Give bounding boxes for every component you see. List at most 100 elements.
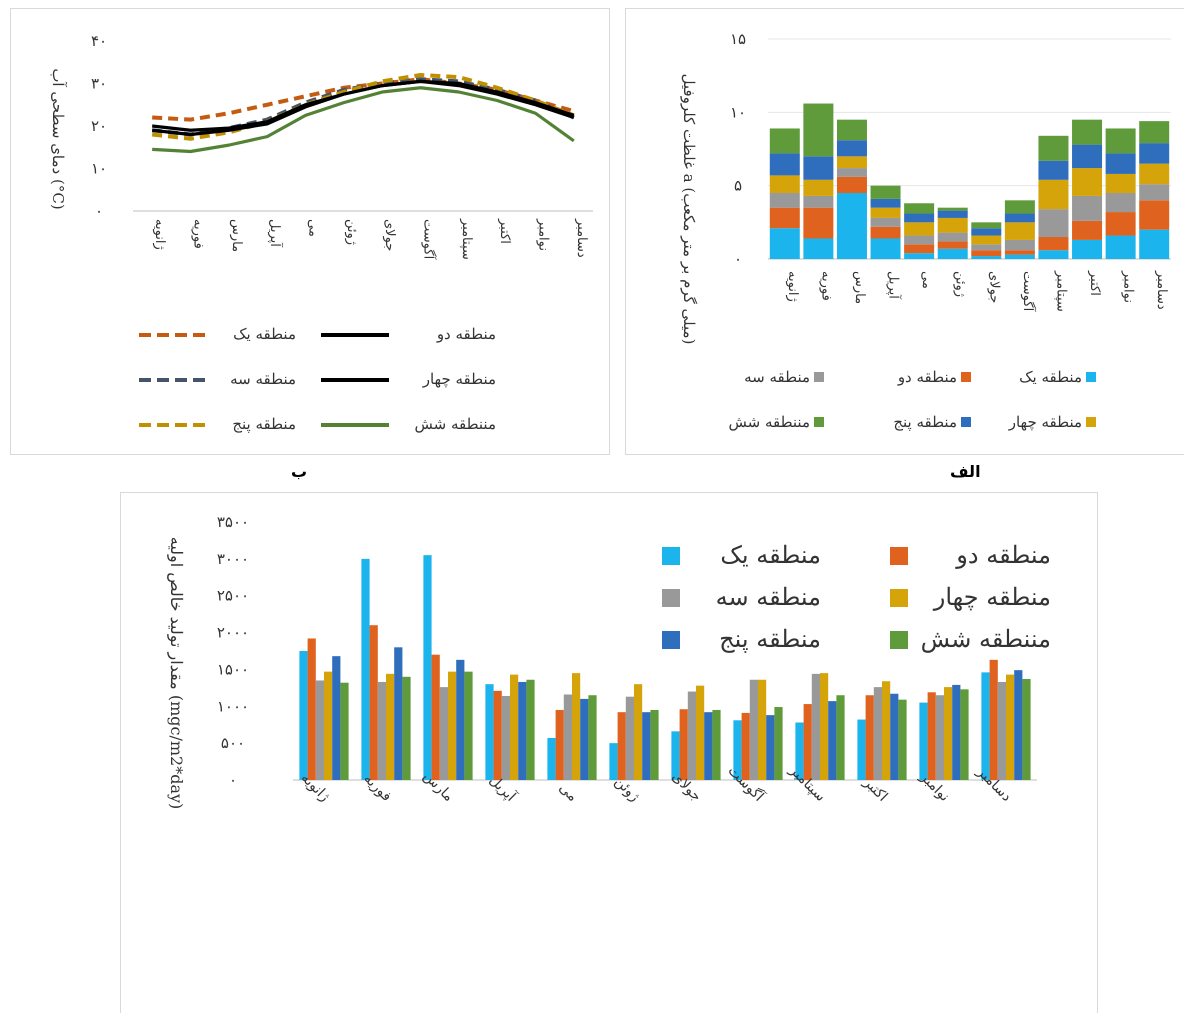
bar-segment: [1139, 163, 1170, 185]
bar-segment: [1004, 250, 1035, 255]
bar-segment: [769, 228, 800, 259]
bar: [307, 638, 316, 780]
legend-swatch: [662, 631, 680, 649]
bar: [774, 707, 783, 780]
bar-segment: [1038, 179, 1069, 210]
bar: [501, 695, 510, 780]
y-tick-label: ۵: [734, 177, 742, 195]
legend-label: منطقه پنج: [719, 625, 821, 653]
bar-segment: [1004, 200, 1035, 214]
bar-segment: [836, 176, 867, 193]
legend-label: مننطقه شش: [729, 413, 810, 431]
y-tick-label: ۳۰۰۰: [217, 550, 249, 568]
bar-segment: [870, 198, 901, 208]
temperature-chart-panel: ۰ ۱۰ ۲۰ ۳۰ ۴۰ ژانویه فوریه مارس آپریل می ژوئن جولای…: [10, 8, 610, 455]
bar-segment: [769, 153, 800, 176]
x-tick-label: اکتبر: [1087, 270, 1102, 296]
bar: [448, 671, 457, 780]
bar: [687, 691, 696, 780]
bar-segment: [870, 185, 901, 199]
bar-segment: [1038, 209, 1069, 237]
bar: [935, 695, 944, 780]
bar-segment: [1139, 184, 1170, 201]
x-tick-label: آگوست: [1020, 271, 1037, 313]
bar-segment: [971, 228, 1002, 236]
bar-segment: [1072, 195, 1103, 221]
bar: [836, 695, 845, 780]
x-tick-label: ژوئن: [953, 271, 968, 297]
bar: [340, 682, 349, 780]
y-tick-label: ۱۰۰۰: [217, 697, 249, 715]
bar-segment: [769, 193, 800, 208]
x-tick-label: می: [556, 780, 581, 805]
bar-segment: [870, 207, 901, 218]
y-tick-label: ۱۵۰۰: [217, 660, 249, 678]
bar: [758, 679, 767, 780]
y-tick-label: ۲۵۰۰: [217, 587, 249, 605]
y-tick-label: ۳۰: [91, 75, 107, 93]
bar: [997, 681, 1006, 780]
bar-segment: [769, 207, 800, 229]
x-tick-label: جولای: [382, 219, 397, 251]
temperature-line-chart: ۰ ۱۰ ۲۰ ۳۰ ۴۰ ژانویه فوریه مارس آپریل می ژوئن جولای…: [49, 32, 593, 433]
y-axis-label: غلظت کلروفیل a (میلی گرم بر متر مکعب): [680, 74, 698, 345]
bar: [563, 694, 572, 780]
caption-be: ب: [291, 462, 308, 481]
bar: [625, 696, 634, 780]
bar-segment: [971, 250, 1002, 257]
x-tick-label: فوریه: [191, 219, 206, 249]
bar: [828, 701, 837, 780]
bar-segment: [1004, 213, 1035, 223]
x-tick-label: جولای: [986, 271, 1001, 303]
bar-segment: [1004, 254, 1035, 259]
bar-segment: [971, 244, 1002, 251]
bar: [299, 651, 308, 780]
bar: [642, 712, 651, 780]
bar: [766, 715, 775, 780]
bar-segment: [904, 235, 935, 245]
bar-segment: [937, 210, 968, 218]
bar-segment: [803, 103, 834, 157]
x-tick-label: آپریل: [886, 271, 903, 300]
legend-label: منطقه چهار: [1008, 413, 1082, 431]
legend-swatch: [890, 589, 908, 607]
bar-segment: [769, 175, 800, 193]
bar: [485, 684, 494, 780]
bar-segment: [904, 203, 935, 214]
bar: [572, 673, 581, 780]
bar-segment: [904, 244, 935, 254]
bar-segment: [904, 253, 935, 259]
bar-segment: [1072, 220, 1103, 240]
chlorophyll-chart-panel: ۰ ۵ ۱۰ ۱۵ ژانویه فوریه مارس آپریل می ژوئن جولای آگو…: [625, 8, 1184, 455]
bar-segment: [1105, 153, 1136, 174]
bar: [960, 689, 969, 780]
legend-swatch: [814, 417, 824, 427]
bar-segment: [803, 179, 834, 196]
legend-swatch: [890, 631, 908, 649]
x-tick-label: آپریل: [267, 219, 284, 248]
x-tick-label: ژوئن: [344, 219, 359, 245]
bar: [865, 695, 874, 780]
bar: [927, 692, 936, 780]
bar-segment: [1139, 121, 1170, 144]
bar-segment: [937, 207, 968, 211]
series-line: [151, 73, 575, 141]
y-tick-label: ۴۰: [91, 32, 107, 50]
bar-segment: [1038, 135, 1069, 161]
bar: [332, 656, 341, 780]
x-tick-label: آگوست: [421, 219, 438, 261]
bar: [588, 695, 597, 780]
legend-swatch: [890, 547, 908, 565]
bar-segment: [971, 222, 1002, 229]
bar-segment: [870, 226, 901, 239]
bar: [423, 555, 432, 780]
bar: [741, 712, 750, 780]
bar: [464, 671, 473, 780]
bar: [873, 687, 882, 780]
bar-segment: [803, 156, 834, 180]
bar: [704, 712, 713, 780]
bar-segment: [769, 128, 800, 154]
y-tick-label: ۰: [229, 771, 237, 789]
bar: [898, 699, 907, 780]
bar-segment: [904, 222, 935, 236]
